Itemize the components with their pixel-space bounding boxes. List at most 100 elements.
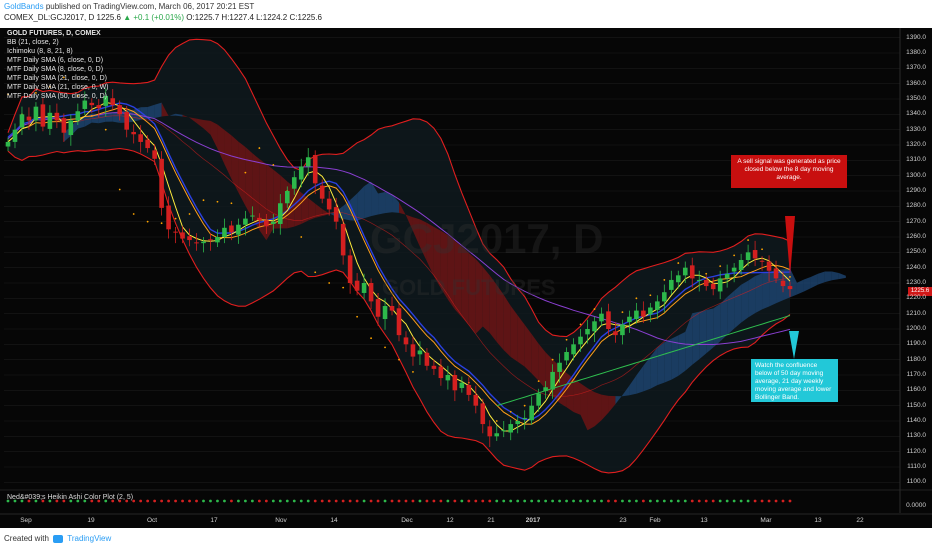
indicator-dot (306, 499, 310, 503)
level-dot (398, 358, 400, 361)
candle-body (138, 134, 143, 142)
price-tick-label: 1250.0 (906, 248, 926, 256)
candle-body (131, 131, 136, 135)
indicator-value: 0.0000 (906, 502, 926, 509)
indicator-dot (488, 499, 492, 503)
candle-body (229, 225, 234, 233)
time-tick-label: Dec (401, 517, 413, 524)
ichimoku-cloud-segment (315, 203, 323, 218)
symbol-line: COMEX_DL:GCJ2017, D 1225.6 ▲ +0.1 (+0.01… (4, 13, 322, 22)
ichimoku-cloud-segment (105, 112, 113, 122)
indicator-dot (481, 499, 485, 503)
indicator-dot (460, 499, 464, 503)
indicator-dot (474, 499, 478, 503)
tradingview-link[interactable]: TradingView (67, 534, 112, 543)
indicator-dot (704, 499, 708, 503)
indicator-dot (753, 499, 757, 503)
indicator-dot (746, 499, 750, 503)
ichimoku-cloud-segment (475, 259, 483, 334)
level-dot (62, 76, 65, 79)
ichimoku-cloud-segment (524, 324, 532, 374)
candle-body (403, 337, 409, 345)
indicator-dot (607, 499, 610, 503)
created-text: Created with (4, 534, 49, 543)
candle-body (26, 116, 32, 121)
indicator-dot (572, 499, 575, 503)
level-dot (495, 420, 498, 422)
ichimoku-cloud-segment (175, 113, 183, 117)
candle-body (89, 102, 95, 106)
price-tick-label: 1110.0 (907, 463, 926, 470)
indicator-dot (383, 499, 387, 503)
candle-body (264, 220, 269, 227)
indicator-dot (285, 499, 289, 503)
level-dot (565, 338, 568, 341)
indicator-dot (390, 499, 394, 503)
candle-body (459, 382, 465, 389)
ichimoku-cloud-segment (385, 191, 393, 214)
indicator-dot (516, 499, 520, 503)
kijun-line (7, 102, 791, 421)
publish-line: GoldBands published on TradingView.com, … (4, 2, 254, 11)
price-tick-label: 1320.0 (906, 141, 926, 148)
indicator-dot (711, 499, 715, 503)
candle-body (326, 198, 332, 210)
price-tick-label: 1340.0 (906, 110, 926, 118)
legend-sma8[interactable]: MTF Daily SMA (8, close, 0, D) (7, 66, 104, 73)
level-dot (328, 282, 331, 284)
publish-text: published on TradingView.com, March 06, … (45, 2, 255, 11)
price-tick-label: 1120.0 (906, 447, 926, 455)
candle-body (96, 105, 102, 109)
indicator-dot (250, 499, 254, 503)
indicator-dot (586, 499, 589, 503)
sell-signal-note: A sell signal was generated as price clo… (731, 155, 847, 188)
candle-body (738, 260, 744, 270)
candle-body (361, 283, 367, 293)
level-dot (132, 213, 135, 215)
confluence-note: Watch the confluence below of 50 day mov… (751, 359, 838, 402)
candle-body (696, 279, 702, 281)
ichimoku-cloud-segment (657, 342, 665, 386)
indicator-dot (76, 499, 80, 503)
level-dot (761, 248, 763, 251)
indicator-dot (62, 499, 66, 503)
time-tick-label: Sep (20, 517, 32, 524)
indicator-dot (271, 499, 275, 503)
ichimoku-cloud-segment (538, 343, 546, 390)
ichimoku-cloud-segment (720, 296, 728, 342)
level-dot (593, 308, 596, 310)
ichimoku-cloud-segment (154, 102, 162, 118)
time-tick-label: Feb (649, 517, 661, 524)
legend-sma21w[interactable]: MTF Daily SMA (21, close, 0, W) (7, 84, 109, 91)
indicator-dot (579, 499, 582, 503)
time-tick-label: Nov (275, 517, 287, 524)
time-tick-label: 13 (814, 517, 822, 524)
ichimoku-cloud-segment (796, 279, 804, 295)
indicator-dot (34, 499, 38, 503)
candle-body (375, 299, 381, 317)
last-price-marker: 1225.6 (908, 287, 932, 296)
legend-bb[interactable]: BB (21, close, 2) (7, 39, 59, 46)
level-dot (719, 265, 722, 268)
indicator-dot (174, 499, 177, 503)
legend-ichimoku[interactable]: Ichimoku (8, 8, 21, 8) (7, 48, 73, 55)
level-dot (300, 236, 303, 238)
level-dot (202, 199, 205, 202)
author-link[interactable]: GoldBands (4, 2, 44, 11)
candle-body (305, 157, 311, 167)
legend-sma21d[interactable]: MTF Daily SMA (21, close, 0, D) (7, 75, 107, 82)
indicator-dot (97, 499, 101, 503)
candle-body (494, 433, 500, 437)
legend-sma6[interactable]: MTF Daily SMA (6, close, 0, D) (7, 57, 104, 64)
candle-body (180, 232, 185, 239)
candle-body (689, 265, 695, 279)
candle-body (389, 306, 395, 311)
indicator-dot (313, 499, 317, 503)
legend-sma50[interactable]: MTF Daily SMA (50, close, 0, D) (7, 93, 107, 100)
level-dot (118, 188, 121, 191)
ichimoku-cloud-segment (196, 118, 204, 129)
indicator-dot (397, 499, 401, 503)
candle-body (759, 260, 765, 262)
chart-area[interactable]: GCJ2017, D GOLD FUTURES GOLD FUTURES, D,… (0, 28, 932, 528)
indicator-dot (739, 499, 743, 503)
